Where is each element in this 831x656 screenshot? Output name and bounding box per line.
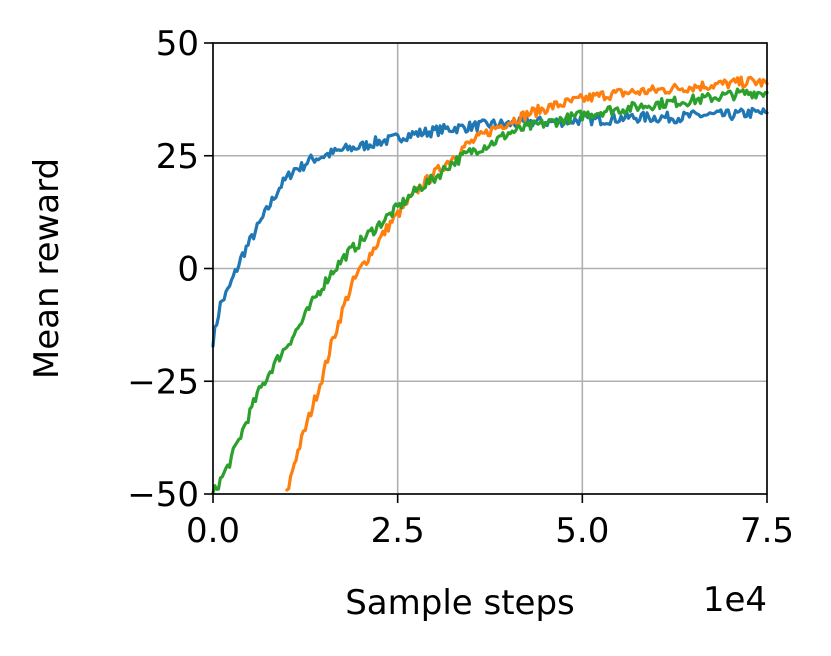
y-tick-label: 25 xyxy=(156,137,199,177)
x-axis-label: Sample steps xyxy=(345,583,575,623)
x-axis-offset-label: 1e4 xyxy=(703,580,767,620)
x-tick-label: 0.0 xyxy=(186,511,240,551)
series-line-3 xyxy=(211,87,769,495)
series-line-2 xyxy=(285,75,769,492)
y-tick-label: 50 xyxy=(156,24,199,64)
tick-layer: 0.0 2.5 5.0 7.5 −50 −25 0 25 50 xyxy=(127,24,794,551)
y-tick-label: 0 xyxy=(177,250,199,290)
y-tick-label: −50 xyxy=(127,475,199,515)
y-tick-label: −25 xyxy=(127,362,199,402)
x-tick-label: 7.5 xyxy=(740,511,794,551)
series-line-1 xyxy=(211,106,769,348)
x-tick-label: 5.0 xyxy=(555,511,609,551)
grid-layer xyxy=(212,42,768,495)
series-layer xyxy=(211,75,769,495)
y-axis-label: Mean reward xyxy=(27,158,67,379)
x-tick-label: 2.5 xyxy=(371,511,425,551)
